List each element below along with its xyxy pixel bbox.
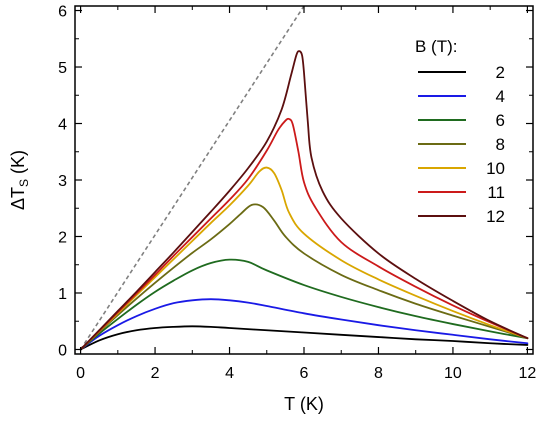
legend-items: 2 4 6 8 10 11 12 [418, 63, 505, 226]
y-tick-label: 5 [58, 60, 67, 77]
x-tick-label: 6 [300, 365, 309, 382]
legend-item-10: 10 [418, 159, 505, 178]
legend-title: B (T): [415, 37, 458, 56]
legend-item-6: 6 [418, 111, 505, 130]
x-tick-label: 2 [151, 365, 160, 382]
legend-label: 6 [496, 111, 505, 130]
x-tick-label: 0 [76, 365, 85, 382]
legend-label: 8 [496, 135, 505, 154]
legend-item-8: 8 [418, 135, 505, 154]
series-line-2 [79, 325, 529, 351]
reference-dashed-line [79, 6, 305, 350]
y-tick-label: 4 [58, 117, 67, 134]
y-axis-title: ΔTS (K) [8, 150, 31, 210]
legend-item-11: 11 [418, 183, 505, 202]
y-axis-title-subscript: S [17, 179, 31, 187]
plot-content [79, 6, 529, 351]
y-tick-label: 3 [58, 173, 67, 190]
x-axis-title: T (K) [284, 394, 324, 414]
y-tick-label: 6 [58, 4, 67, 21]
x-tick-label: 12 [519, 365, 537, 382]
series-line-6 [79, 258, 529, 351]
y-axis-title-main: ΔT [8, 187, 28, 210]
legend-item-12: 12 [418, 207, 505, 226]
legend-label: 11 [487, 183, 505, 202]
series-line-11 [79, 117, 529, 351]
legend: B (T): 2 4 6 8 10 11 12 [415, 37, 505, 226]
series-line-8 [79, 203, 529, 351]
legend-label: 2 [496, 63, 505, 82]
series-line-10 [79, 166, 529, 351]
legend-label: 10 [486, 159, 505, 178]
y-tick-label: 0 [58, 342, 67, 359]
y-axis-title-unit: (K) [8, 150, 28, 179]
legend-label: 12 [486, 207, 505, 226]
x-tick-label: 4 [225, 365, 234, 382]
series-line-4 [79, 298, 529, 351]
x-tick-label: 10 [444, 365, 462, 382]
y-tick-label: 2 [58, 229, 67, 246]
x-tick-label: 8 [374, 365, 383, 382]
y-tick-label: 1 [58, 286, 67, 303]
legend-item-4: 4 [418, 87, 505, 106]
series-line-12 [79, 50, 529, 351]
legend-item-2: 2 [418, 63, 505, 82]
legend-label: 4 [496, 87, 505, 106]
